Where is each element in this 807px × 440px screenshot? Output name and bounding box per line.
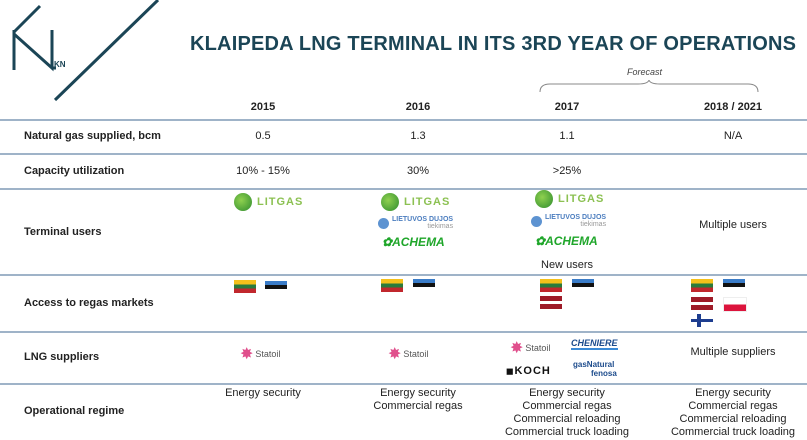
multiple-users: Multiple users (699, 219, 767, 231)
multiple-suppliers: Multiple suppliers (690, 346, 776, 358)
regime-2015: Energy security (225, 387, 301, 399)
page-title: KLAIPEDA LNG TERMINAL IN ITS 3RD YEAR OF… (190, 33, 797, 55)
capacity-2016: 30% (406, 165, 430, 177)
estonia-flag-icon (265, 281, 287, 293)
divider (0, 274, 807, 276)
row-label-users: Terminal users (24, 226, 102, 238)
year-2018-2021: 2018 / 2021 (703, 101, 763, 113)
regime-2018: Energy security Commercial regas Commercia… (670, 387, 796, 438)
year-2016: 2016 (405, 101, 431, 113)
gas-2015: 0.5 (255, 130, 271, 142)
estonia-flag-icon (723, 279, 745, 291)
regime-2016: Energy security Commercial regas (373, 387, 463, 412)
capacity-2015: 10% - 15% (236, 165, 290, 177)
cheniere-logo: CHENIERE (571, 338, 618, 350)
litgas-logo: LITGAS (234, 193, 303, 211)
litgas-logo: LITGAS (535, 190, 604, 208)
lithuania-flag-icon (540, 279, 562, 292)
year-2015: 2015 (250, 101, 276, 113)
kn-logo (12, 0, 160, 102)
lithuania-flag-icon (234, 280, 256, 293)
poland-flag-icon (723, 297, 747, 312)
divider (0, 383, 807, 385)
lithuania-flag-icon (381, 279, 403, 292)
row-label-access: Access to regas markets (24, 297, 154, 309)
forecast-brace (539, 80, 759, 93)
achema-logo: ✿ACHEMA (535, 234, 598, 248)
row-label-gas: Natural gas supplied, bcm (24, 130, 161, 142)
row-label-regime: Operational regime (24, 405, 125, 417)
logo-text: KN (54, 60, 66, 69)
latvia-flag-icon (540, 296, 562, 309)
year-2017: 2017 (554, 101, 580, 113)
lithuania-flag-icon (691, 279, 713, 292)
new-users-label: New users (541, 259, 593, 271)
estonia-flag-icon (413, 279, 435, 291)
divider (0, 188, 807, 190)
gas-2017: 1.1 (559, 130, 575, 142)
achema-logo: ✿ACHEMA (382, 235, 445, 249)
statoil-logo: ✸ Statoil (388, 346, 429, 363)
divider (0, 153, 807, 155)
finland-flag-icon (691, 314, 713, 327)
latvia-flag-icon (691, 297, 713, 310)
litgas-logo: LITGAS (381, 193, 450, 211)
regime-2017: Energy security Commercial regas Commercia… (504, 387, 630, 438)
row-label-suppliers: LNG suppliers (24, 351, 100, 363)
statoil-logo: ✸ Statoil (510, 340, 551, 357)
gas-2016: 1.3 (410, 130, 426, 142)
gas-natural-fenosa-logo: gasNatural fenosa (573, 360, 617, 378)
estonia-flag-icon (572, 279, 594, 291)
lietuvos-dujos-logo: LIETUVOS DUJOS tiekimas (531, 214, 606, 228)
capacity-2017: >25% (552, 165, 582, 177)
row-label-capacity: Capacity utilization (24, 165, 125, 177)
koch-logo: ◼KOCH (506, 365, 551, 377)
divider (0, 119, 807, 121)
gas-2018: N/A (723, 130, 743, 142)
lietuvos-dujos-logo: LIETUVOS DUJOS tiekimas (378, 216, 453, 230)
divider (0, 331, 807, 333)
forecast-label: Forecast (627, 67, 663, 77)
statoil-logo: ✸ Statoil (240, 346, 281, 363)
